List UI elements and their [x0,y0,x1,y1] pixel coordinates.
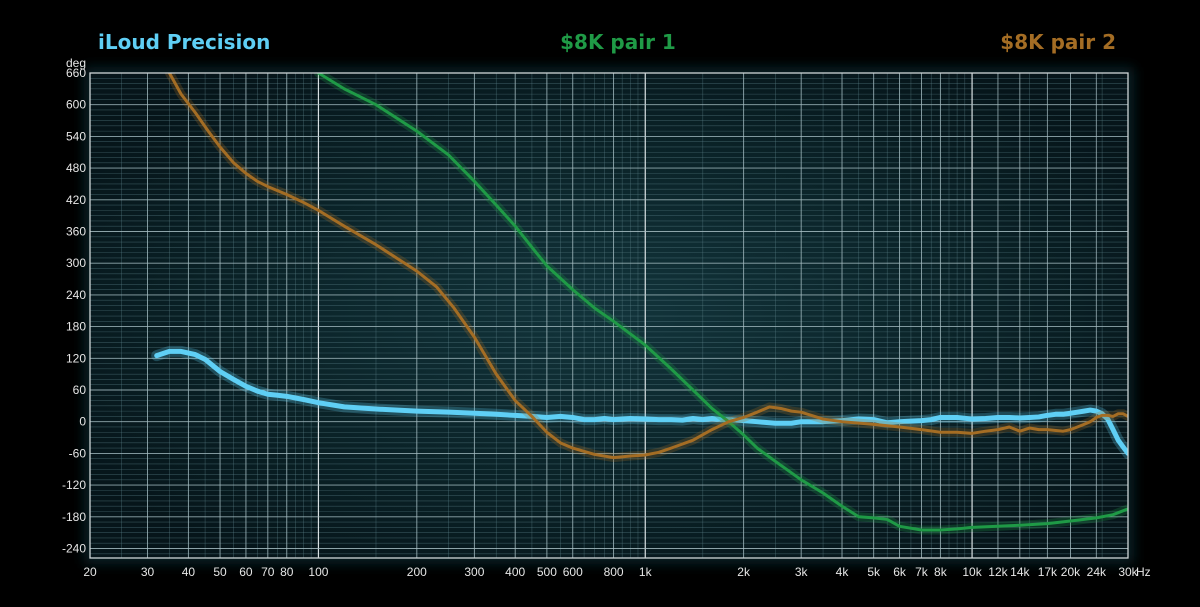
x-tick-label: 4k [836,565,850,579]
x-tick-label: 30k [1118,565,1138,579]
x-tick-label: 8k [934,565,948,579]
y-tick-label: 540 [66,129,86,143]
y-tick-label: -60 [69,446,87,460]
x-tick-label: 300 [464,565,484,579]
x-tick-label: 500 [537,565,557,579]
x-tick-label: 200 [407,565,427,579]
y-tick-label: 0 [79,415,86,429]
y-tick-label: 300 [66,256,86,270]
legend-iloud-precision: iLoud Precision [98,30,270,54]
y-axis-unit: deg [66,56,86,70]
x-tick-label: 70 [261,565,275,579]
x-tick-label: 5k [867,565,881,579]
legend-8k-pair-1: $8K pair 1 [560,30,676,54]
legend: iLoud Precision $8K pair 1 $8K pair 2 [98,30,1116,54]
series-line-1 [316,73,1128,532]
x-tick-label: 60 [239,565,253,579]
x-tick-label: 3k [795,565,809,579]
series-group [151,73,1128,535]
y-axis-ticks: 660600540480420360300240180120600-60-120… [62,66,86,555]
plot-border [89,72,1129,559]
x-tick-label: 800 [604,565,624,579]
y-tick-label: 660 [66,66,86,80]
x-tick-label: 6k [893,565,907,579]
y-tick-label: 420 [66,193,86,207]
x-axis-unit: Hz [1136,565,1151,579]
y-tick-label: 480 [66,161,86,175]
x-tick-label: 24k [1087,565,1107,579]
y-tick-label: 120 [66,351,86,365]
x-tick-label: 30 [141,565,155,579]
x-tick-label: 80 [280,565,294,579]
x-tick-label: 50 [213,565,227,579]
legend-8k-pair-2: $8K pair 2 [1000,30,1116,54]
x-tick-label: 40 [182,565,196,579]
x-tick-label: 20 [83,565,97,579]
x-axis-ticks: 20 30 40 50 60 70 80 100 200 300 400 500 600 800 1k 2k 3… [83,565,1138,579]
y-tick-label: -180 [62,510,86,524]
x-tick-label: 2k [737,565,751,579]
x-tick-label: 14k [1010,565,1030,579]
x-tick-label: 10k [962,565,982,579]
plot-area [90,73,1128,558]
y-tick-label: 600 [66,98,86,112]
y-tick-label: 360 [66,224,86,238]
x-tick-label: 400 [505,565,525,579]
y-tick-label: 60 [73,383,87,397]
series-line-2 [167,73,1128,460]
x-tick-label: 600 [563,565,583,579]
x-tick-label: 100 [308,565,328,579]
y-tick-label: -240 [62,541,86,555]
y-tick-label: 180 [66,320,86,334]
x-tick-label: 7k [915,565,929,579]
x-tick-label: 20k [1061,565,1081,579]
x-tick-label: 17k [1038,565,1058,579]
y-tick-label: 240 [66,288,86,302]
y-tick-label: -120 [62,478,86,492]
x-tick-label: 12k [988,565,1008,579]
x-tick-label: 1k [639,565,653,579]
